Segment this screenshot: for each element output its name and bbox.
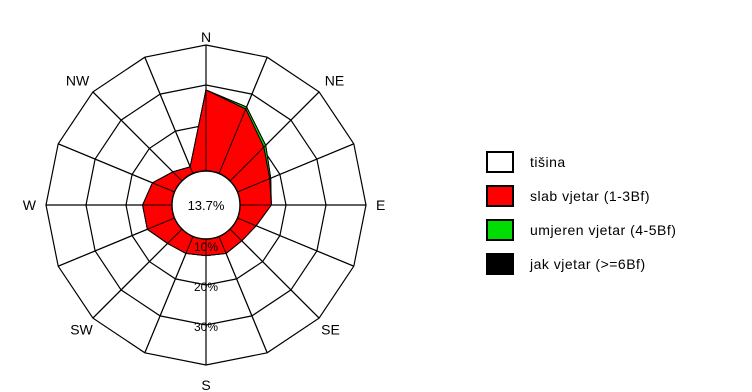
wind-rose-chart: 13.7% 10% 20% 30% N NE E SE S SW W NW xyxy=(23,29,386,392)
legend-swatch-moderate-wind xyxy=(486,219,514,241)
ring-label-30: 30% xyxy=(194,320,218,334)
legend-swatch-calm xyxy=(486,151,514,173)
direction-label-sw: SW xyxy=(70,322,93,338)
direction-label-s: S xyxy=(201,377,210,392)
legend: tišina slab vjetar (1-3Bf) umjeren vjeta… xyxy=(486,150,748,286)
direction-label-w: W xyxy=(23,197,37,213)
legend-item-calm: tišina xyxy=(486,150,748,174)
direction-label-nw: NW xyxy=(66,73,90,89)
legend-label-moderate-wind: umjeren vjetar (4-5Bf) xyxy=(530,222,677,238)
legend-swatch-strong-wind xyxy=(486,253,514,275)
legend-swatch-light-wind xyxy=(486,185,514,207)
ring-label-20: 20% xyxy=(194,280,218,294)
direction-label-ne: NE xyxy=(325,73,344,89)
direction-label-e: E xyxy=(376,197,385,213)
legend-label-light-wind: slab vjetar (1-3Bf) xyxy=(530,188,650,204)
legend-label-calm: tišina xyxy=(530,154,566,170)
calm-circle xyxy=(171,170,241,240)
calm-label: 13.7% xyxy=(188,198,225,213)
ring-label-10: 10% xyxy=(194,240,218,254)
direction-label-n: N xyxy=(201,29,211,45)
legend-label-strong-wind: jak vjetar (>=6Bf) xyxy=(530,256,646,272)
direction-label-se: SE xyxy=(321,322,340,338)
legend-item-strong-wind: jak vjetar (>=6Bf) xyxy=(486,252,748,276)
legend-item-moderate-wind: umjeren vjetar (4-5Bf) xyxy=(486,218,748,242)
legend-item-light-wind: slab vjetar (1-3Bf) xyxy=(486,184,748,208)
